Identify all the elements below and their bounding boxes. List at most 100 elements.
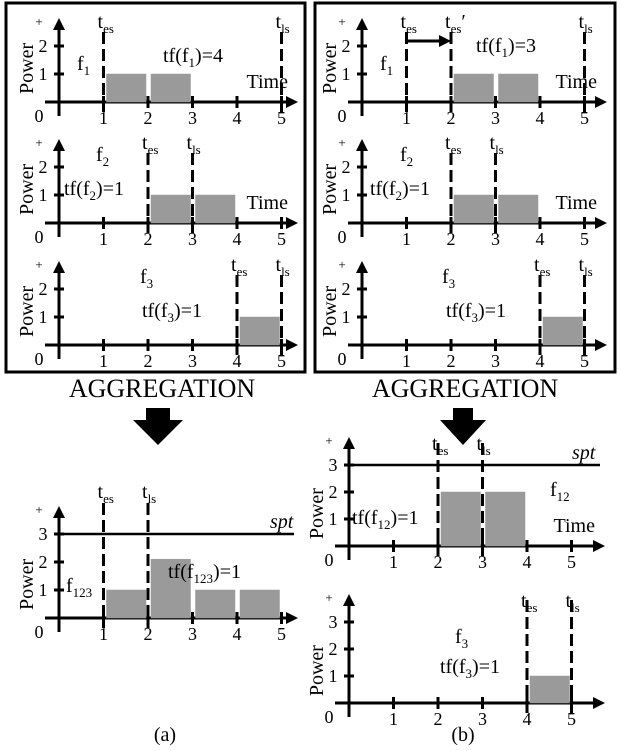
bar [542, 316, 583, 346]
tick-label-origin: 0 [325, 707, 334, 727]
x-tick-label: 4 [536, 351, 545, 371]
x-tick-label: 5 [580, 108, 589, 128]
y-axis-plus-sign: + [338, 135, 345, 150]
tick-label-origin: 0 [35, 227, 44, 247]
y-axis-label: Power [306, 488, 328, 539]
x-tick-label: 3 [478, 709, 487, 729]
y-tick-label: 1 [39, 64, 48, 84]
caption-b: (b) [451, 724, 474, 746]
x-tick-label: 3 [188, 351, 197, 371]
x-tick-label: 2 [447, 351, 456, 371]
y-axis-arrow-icon [53, 261, 65, 273]
x-axis-label: Time [555, 192, 597, 214]
y-axis-plus-sign: + [35, 135, 42, 150]
y-tick-label: 1 [329, 666, 338, 686]
t-ls-label: tls [477, 433, 491, 458]
x-axis-arrow-icon [595, 96, 607, 108]
x-tick-label: 4 [233, 624, 242, 644]
spt-label: spt [572, 442, 596, 464]
y-axis-arrow-icon [53, 18, 65, 30]
x-tick-label: 3 [478, 552, 487, 572]
flex-offer-name: f3 [455, 626, 468, 651]
y-axis-label: Power [319, 164, 341, 215]
x-tick-label: 1 [402, 351, 411, 371]
y-tick-label: 2 [329, 482, 338, 502]
y-tick-label: 1 [342, 64, 351, 84]
bar [498, 194, 539, 224]
bar [529, 675, 570, 704]
y-tick-label: 1 [39, 580, 48, 600]
x-axis-label: Time [246, 192, 288, 214]
t-ls-label: tls [490, 132, 504, 157]
x-tick-label: 4 [233, 108, 242, 128]
y-axis-arrow-icon [356, 139, 368, 151]
x-tick-label: 3 [188, 229, 197, 249]
bar [239, 589, 280, 619]
y-axis-label: Power [16, 43, 38, 94]
flex-offer-name: f3 [442, 266, 455, 291]
t-es-label: tes [432, 433, 448, 458]
y-axis-plus-sign: + [35, 257, 42, 272]
x-tick-label: 5 [277, 229, 286, 249]
x-tick-label: 3 [491, 108, 500, 128]
y-axis-label: Power [16, 164, 38, 215]
x-axis-arrow-icon [595, 217, 607, 229]
flex-offer-name: f3 [140, 266, 153, 291]
y-axis-plus-sign: + [35, 502, 42, 517]
bar [106, 73, 147, 103]
time-flexibility-label: tf(f3)=1 [446, 300, 506, 325]
x-tick-label: 5 [277, 624, 286, 644]
x-tick-label: 2 [144, 351, 153, 371]
y-axis-arrow-icon [343, 594, 355, 606]
y-tick-label: 1 [342, 185, 351, 205]
bar [485, 491, 526, 547]
bar [150, 558, 191, 619]
y-tick-label: 1 [39, 185, 48, 205]
tick-label-origin: 0 [35, 106, 44, 126]
flex-offer-name: f2 [400, 144, 413, 169]
y-axis-arrow-icon [356, 261, 368, 273]
y-axis-arrow-icon [53, 506, 65, 518]
t-es-label: tes [142, 132, 158, 157]
flex-offer-name: f1 [77, 53, 90, 78]
y-tick-label: 1 [342, 307, 351, 327]
time-flexibility-label: tf(f3)=1 [142, 300, 202, 325]
bar [498, 73, 539, 103]
panel-a-frame [4, 1, 307, 374]
y-tick-label: 3 [329, 612, 338, 632]
bar [239, 316, 280, 346]
x-tick-label: 1 [389, 709, 398, 729]
y-tick-label: 3 [329, 455, 338, 475]
x-tick-label: 3 [491, 351, 500, 371]
tick-label-origin: 0 [35, 349, 44, 369]
t-es-prime-label: tes′ [445, 11, 466, 36]
t-es-label: tes [231, 254, 247, 279]
time-flexibility-label: tf(f1)=4 [163, 45, 223, 70]
x-axis-label: Time [246, 71, 288, 93]
x-axis-arrow-icon [286, 612, 298, 624]
tick-label-origin: 0 [35, 622, 44, 642]
x-tick-label: 5 [567, 552, 576, 572]
x-tick-label: 2 [434, 552, 443, 572]
x-tick-label: 2 [434, 709, 443, 729]
flex-offer-name: f1 [380, 53, 393, 78]
x-tick-label: 1 [389, 552, 398, 572]
x-tick-label: 4 [233, 229, 242, 249]
tick-label-origin: 0 [325, 550, 334, 570]
x-tick-label: 4 [523, 709, 532, 729]
y-tick-label: 2 [39, 157, 48, 177]
aggregation-arrow-icon [133, 408, 183, 445]
bar [195, 589, 236, 619]
bar [453, 73, 494, 103]
tick-label-origin: 0 [338, 227, 347, 247]
aggregation-label-b: AGGREGATION [372, 374, 559, 403]
x-tick-label: 5 [580, 351, 589, 371]
x-axis-arrow-icon [595, 339, 607, 351]
x-tick-label: 1 [99, 624, 108, 644]
x-tick-label: 5 [567, 709, 576, 729]
t-ls-label: tls [276, 254, 290, 279]
y-axis-label: Power [319, 43, 341, 94]
